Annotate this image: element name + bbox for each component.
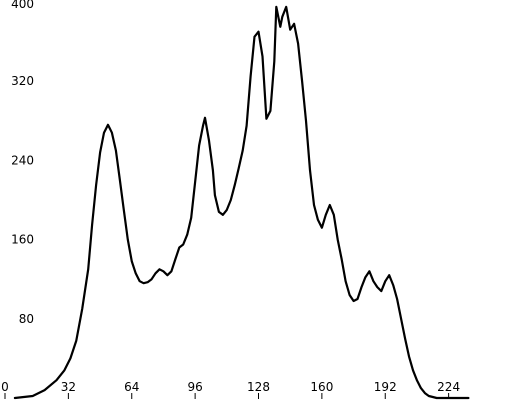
y-tick-label-320: 320 <box>11 74 34 88</box>
x-tick-label-32: 32 <box>61 380 76 394</box>
series-line <box>13 5 470 400</box>
x-tick-label-192: 192 <box>374 380 397 394</box>
y-tick-label-400: 400 <box>11 0 34 11</box>
x-axis-tick-marks <box>4 393 450 399</box>
series-points <box>14 6 470 399</box>
x-tick-label-64: 64 <box>124 380 139 394</box>
x-tick-label-96: 96 <box>187 380 202 394</box>
x-tick-label-128: 128 <box>247 380 270 394</box>
y-axis-ticks: 80 160 240 320 400 <box>11 0 34 326</box>
y-tick-label-80: 80 <box>19 312 34 326</box>
y-tick-label-240: 240 <box>11 153 34 167</box>
x-tick-label-0: 0 <box>1 380 9 394</box>
x-tick-label-224: 224 <box>437 380 460 394</box>
x-tick-label-160: 160 <box>310 380 333 394</box>
y-tick-label-160: 160 <box>11 233 34 247</box>
x-axis-ticks: 0 32 64 96 128 160 192 224 <box>1 380 460 394</box>
